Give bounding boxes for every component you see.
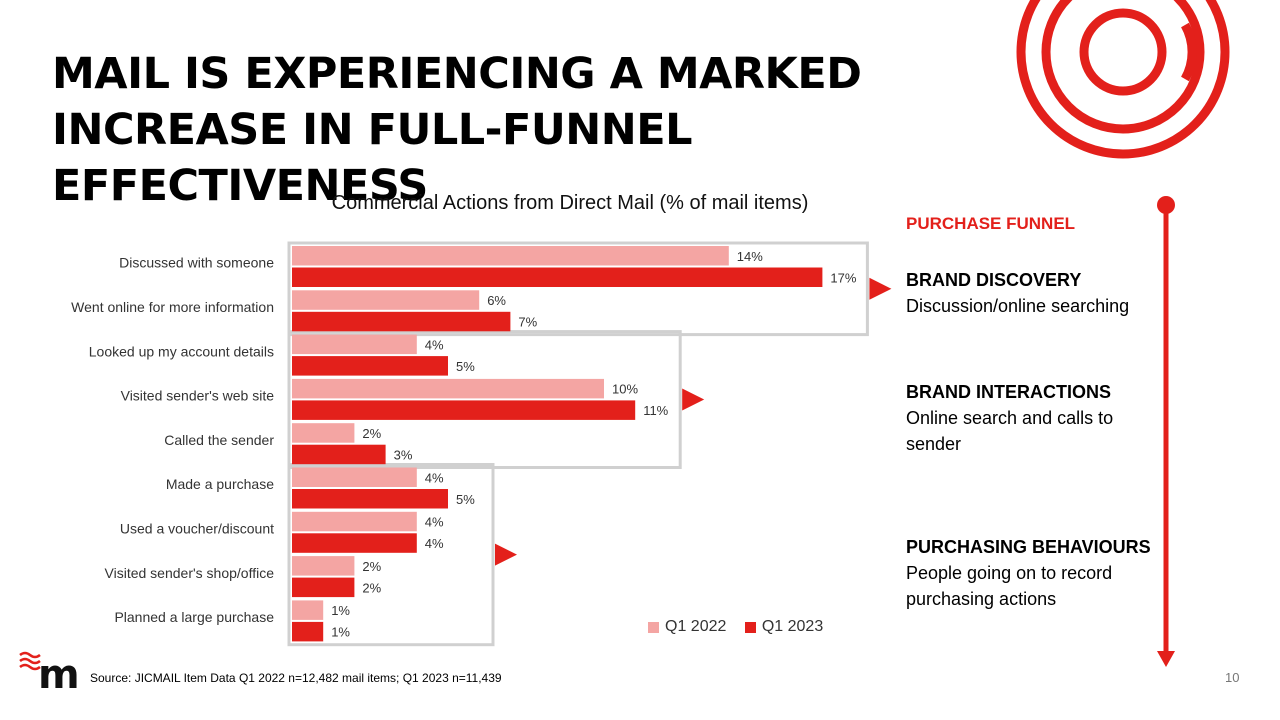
category-label: Went online for more information [71,299,274,315]
category-label: Planned a large purchase [114,609,274,625]
category-label: Used a voucher/discount [120,520,274,536]
data-label: 2% [362,559,381,574]
data-label: 4% [425,470,444,485]
funnel-stage-purchasing-behaviours: PURCHASING BEHAVIOURS People going on to… [906,534,1156,612]
bar [292,556,355,576]
bar [292,400,636,420]
category-label: Discussed with someone [119,255,274,271]
bar [292,467,417,487]
category-label: Visited sender's shop/office [105,565,275,581]
group-pointer-icon [869,277,892,300]
data-label: 4% [425,515,444,530]
data-label: 11% [643,403,668,418]
legend-label-q1-2023: Q1 2023 [761,618,824,635]
page-title-line-1: MAIL IS EXPERIENCING A MARKED [52,49,862,99]
funnel-stage-brand-discovery: BRAND DISCOVERY Discussion/online search… [906,267,1156,319]
data-label: 6% [487,293,506,308]
bar [292,533,417,553]
funnel-stage-title: BRAND INTERACTIONS [906,382,1111,402]
bar [292,290,480,310]
bar [292,444,386,465]
data-label: 4% [425,536,444,551]
bar [292,577,355,598]
group-box [287,330,682,469]
page-title: MAIL IS EXPERIENCING A MARKED INCREASE I… [52,46,982,214]
data-label: 2% [362,426,381,441]
group-box [287,463,495,647]
legend-swatch-q1-2022 [648,621,659,633]
funnel-stage-title: BRAND DISCOVERY [906,270,1082,290]
funnel-stage-desc: Discussion/online searching [906,296,1130,316]
bar [292,423,355,443]
chart-legend: Q1 2022 Q1 2023 [648,618,837,638]
bar [292,621,324,642]
bar [292,267,823,287]
concentric-rings-icon [1016,0,1230,159]
bar [292,378,604,399]
funnel-stage-desc: People going on to record purchasing act… [906,563,1113,609]
funnel-arrow-icon [1157,196,1175,667]
legend-item-q1-2023: Q1 2023 [744,618,824,636]
group-pointer-icon [495,543,517,566]
bar [292,600,324,620]
source-note: Source: JICMAIL Item Data Q1 2022 n=12,4… [90,671,502,685]
category-label: Called the sender [164,432,274,448]
data-label: 3% [394,447,413,462]
bar [292,311,511,332]
group-pointer-icon [682,388,705,411]
brand-m-logo-icon: m [19,651,80,692]
data-label: 10% [612,382,638,397]
data-label: 1% [331,625,350,640]
data-label: 7% [518,315,537,330]
bar [292,334,417,355]
category-label: Made a purchase [166,476,274,492]
legend-swatch-q1-2023 [744,621,756,633]
bar [292,511,417,532]
data-label: 5% [456,359,475,374]
bar [292,356,448,376]
legend-item-q1-2022: Q1 2022 [648,618,726,636]
group-box [287,241,869,337]
data-label: 2% [362,580,381,595]
data-label: 4% [425,337,444,352]
funnel-stage-title: PURCHASING BEHAVIOURS [906,537,1151,557]
data-label: 1% [331,603,350,618]
chart-title: Commercial Actions from Direct Mail (% o… [331,192,809,214]
data-label: 17% [830,270,856,285]
category-label: Visited sender's web site [121,388,275,404]
funnel-stage-brand-interactions: BRAND INTERACTIONS Online search and cal… [906,379,1156,457]
data-label: 5% [456,492,475,507]
page-title-line-2: INCREASE IN FULL-FUNNEL EFFECTIVENESS [52,105,693,211]
page-number: 10 [1225,670,1240,685]
bar [292,246,729,266]
category-label: Looked up my account details [89,343,274,359]
bar [292,489,448,509]
data-label: 14% [737,249,763,264]
funnel-heading: PURCHASE FUNNEL [906,214,1076,233]
legend-label-q1-2022: Q1 2022 [665,618,727,635]
funnel-stage-desc: Online search and calls to sender [906,408,1114,454]
svg-text:m: m [38,652,80,692]
